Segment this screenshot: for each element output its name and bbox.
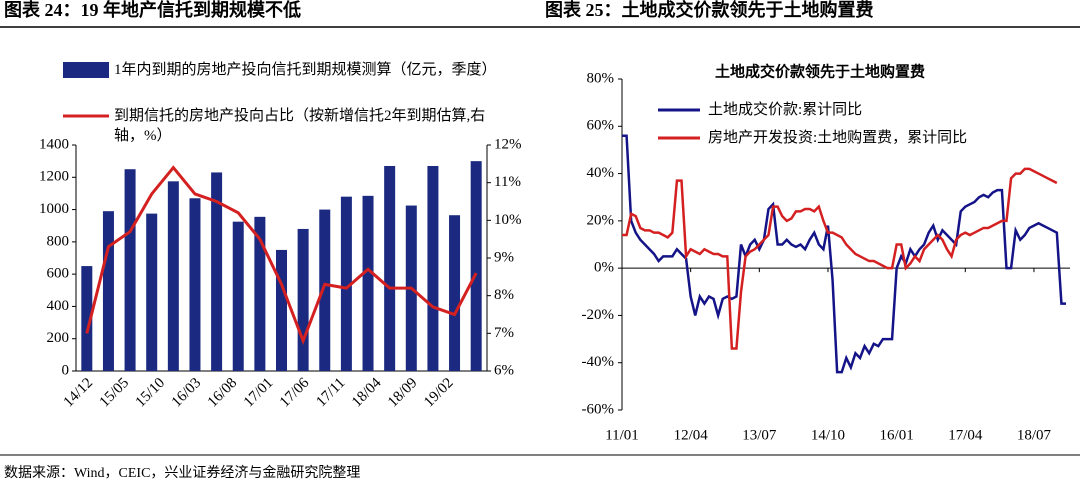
bar [167, 181, 179, 371]
x-tick-label: 16/08 [205, 375, 240, 410]
line [622, 134, 1066, 374]
legend-entry: 房地产开发投资:土地购置费，累计同比 [708, 130, 968, 146]
legend-entry: 1年内到期的房地产投向信托到期规模测算（亿元，季度） [114, 62, 497, 78]
y2-tick-label: 9% [494, 249, 514, 265]
y2-tick-label: 7% [494, 325, 514, 341]
bar [211, 172, 223, 371]
y-tick-label: 1400 [39, 136, 69, 152]
x-tick-label: 15/10 [133, 375, 168, 410]
chart-title: 土地成交价款领先于土地购置费 [715, 62, 925, 80]
x-tick-label: 18/09 [385, 375, 420, 410]
y-tick-label: 20% [587, 212, 615, 228]
bar [124, 169, 136, 371]
bar [470, 161, 482, 371]
y2-tick-label: 10% [494, 212, 522, 228]
bar [340, 196, 352, 371]
bar [297, 228, 309, 371]
x-tick-label: 17/06 [277, 375, 313, 411]
x-tick-label: 11/01 [605, 427, 639, 443]
bar [81, 266, 93, 371]
y-tick-label: 40% [587, 165, 615, 181]
x-tick-label: 17/04 [948, 427, 983, 443]
y-tick-label: 1200 [39, 169, 69, 185]
x-tick-label: 16/03 [169, 375, 204, 410]
bar [319, 209, 331, 371]
y2-tick-label: 6% [494, 362, 514, 378]
x-tick-label: 12/04 [674, 427, 709, 443]
caption: 图表 24：19 年地产信托到期规模不低 [4, 0, 301, 20]
bar [449, 215, 461, 371]
y-tick-label: 200 [47, 330, 70, 346]
y-tick-label: -20% [582, 307, 615, 323]
legend-entry: 土地成交价款:累计同比 [708, 102, 863, 118]
x-tick-label: 14/12 [61, 375, 96, 410]
bar [276, 249, 287, 371]
bar [232, 221, 244, 371]
line [622, 167, 1058, 350]
y-tick-label: 1000 [39, 201, 69, 217]
y-tick-label: 0 [62, 362, 70, 378]
y-tick-label: -40% [582, 354, 615, 370]
y2-tick-label: 8% [494, 287, 514, 303]
y-tick-label: 600 [47, 266, 70, 282]
x-tick-label: 13/07 [742, 427, 777, 443]
x-tick-label: 15/05 [97, 375, 132, 410]
line [85, 165, 478, 346]
x-tick-label: 17/01 [241, 375, 276, 410]
x-tick-label: 14/10 [811, 427, 845, 443]
x-tick-label: 18/04 [349, 375, 385, 411]
bar [384, 165, 396, 371]
bar [254, 216, 266, 371]
y-tick-label: 800 [47, 233, 70, 249]
y-tick-label: 0% [594, 260, 614, 276]
y-tick-label: 60% [587, 118, 615, 134]
x-tick-label: 17/11 [313, 375, 348, 410]
y-tick-label: 80% [587, 70, 615, 86]
y2-tick-label: 11% [494, 174, 521, 190]
legend-entry: 到期信托的房地产投向占比（按新增信托2年到期估算,右轴，%） [114, 108, 486, 144]
x-tick-label: 18/07 [1017, 427, 1052, 443]
y-tick-label: 400 [47, 298, 70, 314]
bar [189, 198, 201, 371]
legend-swatch [63, 62, 109, 78]
y2-tick-label: 12% [494, 136, 522, 152]
bar [102, 211, 114, 371]
bar [427, 165, 439, 371]
x-tick-label: 19/02 [421, 375, 456, 410]
bar [362, 195, 374, 371]
source: 数据来源：Wind，CEIC，兴业证券经济与金融研究院整理 [4, 465, 360, 481]
bar [146, 213, 158, 371]
caption: 图表 25：土地成交价款领先于土地购置费 [545, 0, 874, 20]
y-tick-label: -60% [582, 401, 615, 417]
x-tick-label: 16/01 [880, 427, 914, 443]
